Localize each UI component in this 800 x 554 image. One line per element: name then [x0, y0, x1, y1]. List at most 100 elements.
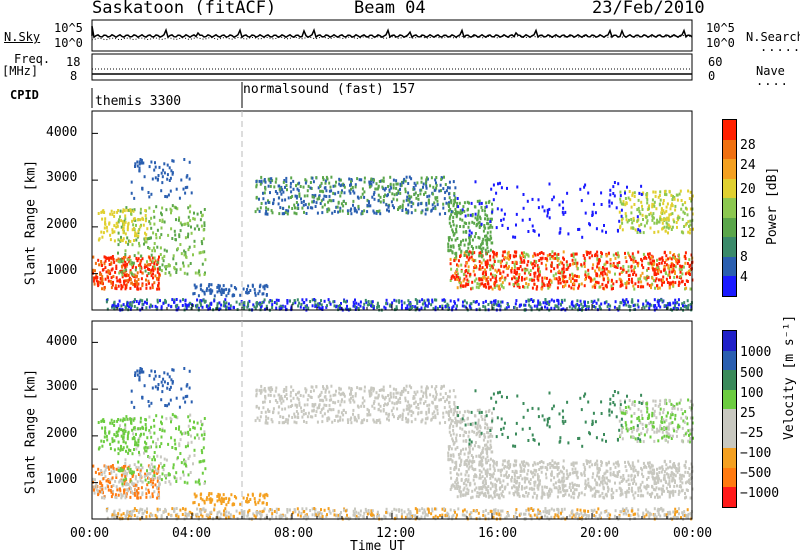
velocity-cell — [132, 435, 135, 439]
velocity-cell — [363, 418, 366, 422]
velocity-cell — [519, 465, 522, 469]
velocity-cell — [133, 405, 136, 409]
velocity-cell — [148, 404, 151, 408]
velocity-cell — [150, 401, 153, 405]
power-cell — [196, 212, 199, 216]
power-cell — [130, 281, 133, 285]
power-cell — [118, 260, 121, 264]
velocity-cell — [356, 386, 359, 390]
velocity-cell — [134, 443, 136, 447]
velocity-cell — [609, 473, 612, 477]
power-cell — [273, 185, 276, 189]
power-cell — [653, 259, 655, 263]
power-cell — [473, 205, 476, 209]
power-cell — [128, 278, 131, 282]
velocity-cell — [625, 423, 628, 427]
velocity-cell — [627, 483, 630, 487]
power-cell — [357, 196, 360, 200]
power-cell — [450, 267, 453, 271]
power-cell — [295, 196, 298, 200]
velocity-cell — [536, 494, 539, 498]
velocity-cell — [179, 476, 182, 480]
velocity-cell — [529, 482, 532, 486]
power-cell — [566, 280, 569, 284]
velocity-cell — [144, 428, 147, 432]
power-cell — [180, 178, 183, 182]
velocity-cell — [438, 421, 441, 425]
velocity-cell — [141, 493, 144, 497]
velocity-cell — [472, 468, 475, 472]
velocity-cell — [293, 420, 296, 424]
power-cell — [471, 252, 474, 256]
power-cell — [555, 277, 558, 281]
velocity-cell — [314, 414, 317, 417]
power-cell — [671, 270, 674, 274]
velocity-cell — [574, 467, 577, 471]
velocity-cell — [485, 443, 488, 447]
velocity-cell — [361, 421, 364, 424]
power-cell — [139, 270, 142, 274]
velocity-cell — [540, 460, 543, 463]
velocity-cell — [480, 414, 483, 418]
power-cell — [331, 211, 334, 215]
velocity-cell — [669, 484, 671, 488]
velocity-cell — [668, 494, 671, 498]
power-cell — [147, 267, 149, 271]
power-cell — [675, 193, 678, 197]
velocity-cell — [114, 495, 117, 499]
velocity-cell — [281, 397, 284, 401]
velocity-cell — [125, 415, 128, 419]
velocity-cell — [346, 418, 349, 422]
velocity-cell — [563, 466, 565, 470]
velocity-cell — [293, 412, 296, 416]
power-cell — [631, 255, 634, 259]
power-cell — [672, 254, 675, 258]
velocity-cell — [151, 492, 154, 496]
power-cell — [404, 190, 407, 194]
power-cell — [661, 221, 664, 225]
power-cell — [284, 198, 287, 202]
noise-left-top: 10^5 — [54, 21, 83, 35]
power-cell — [401, 203, 404, 207]
power-cell — [667, 266, 670, 270]
power-cell — [152, 231, 155, 235]
power-cell — [513, 276, 516, 280]
velocity-cell — [284, 394, 286, 398]
power-cell — [368, 204, 370, 208]
power-cell — [667, 223, 670, 227]
velocity-cell — [274, 399, 277, 402]
power-cell — [504, 256, 507, 259]
power-cell — [522, 285, 524, 289]
power-cell — [371, 195, 374, 199]
velocity-cell — [312, 404, 315, 408]
velocity-cell — [104, 429, 107, 433]
power-cell — [669, 251, 672, 255]
velocity-cell — [150, 483, 153, 487]
power-cell — [647, 275, 650, 279]
velocity-cell — [501, 493, 503, 497]
velocity-cell — [514, 469, 517, 473]
power-cell — [200, 224, 203, 228]
power-cell — [117, 220, 120, 224]
velocity-cell — [322, 406, 325, 410]
power-cell — [435, 183, 438, 187]
power-cell — [585, 274, 588, 278]
power-cell — [523, 259, 526, 263]
power-cell — [314, 193, 317, 197]
velocity-cell — [190, 434, 192, 438]
power-cell — [267, 199, 269, 203]
velocity-cell — [348, 386, 351, 390]
velocity-cell — [627, 474, 630, 478]
power-cell — [557, 281, 560, 285]
velocity-cell — [349, 391, 352, 395]
velocity-cell — [548, 489, 550, 493]
velocity-cell — [546, 492, 549, 496]
power-cell — [689, 219, 692, 223]
power-cell — [637, 198, 640, 202]
power-cell — [675, 260, 678, 264]
velocity-cell — [175, 396, 178, 400]
velocity-cell — [489, 467, 492, 471]
velocity-cell — [263, 400, 266, 404]
power-cell — [534, 271, 537, 275]
power-cell — [332, 184, 335, 188]
